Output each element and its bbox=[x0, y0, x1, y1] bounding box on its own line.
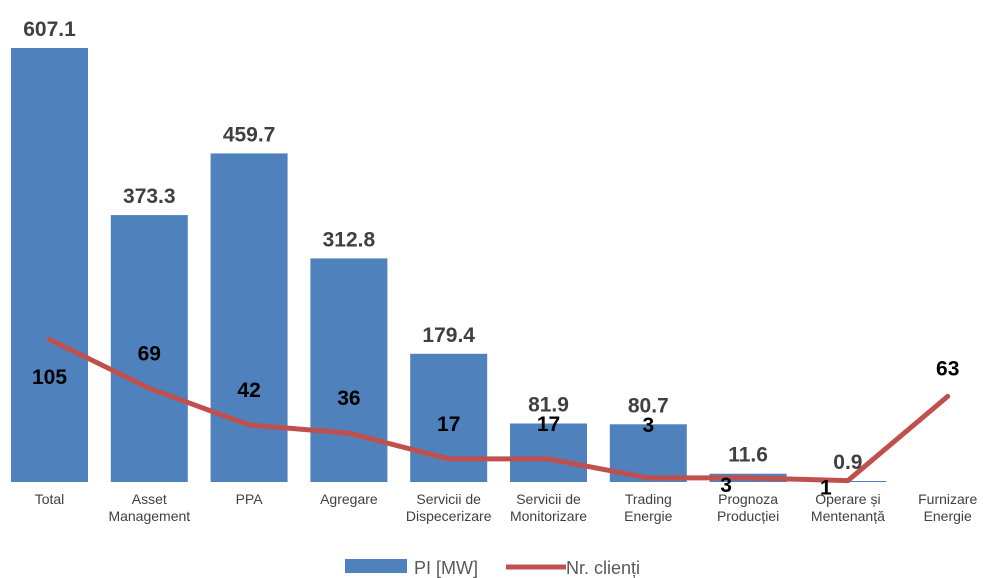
category-label: Prognoza Producției bbox=[717, 491, 779, 524]
category-label: Servicii de Dispecerizare bbox=[406, 491, 492, 524]
line-value-labels: 105 69 42 36 17 17 3 3 1 63 bbox=[32, 342, 959, 499]
category-labels: Total Asset Management PPA Agregare Servicii … bbox=[35, 491, 978, 524]
bar-value-label: 312.8 bbox=[323, 228, 376, 251]
bar-value-label: 81.9 bbox=[528, 394, 569, 417]
bar-value-label: 0.9 bbox=[833, 451, 862, 474]
line-path bbox=[47, 336, 951, 484]
bar-value-label: 607.1 bbox=[23, 18, 76, 41]
category-label: Servicii de Monitorizare bbox=[510, 491, 587, 524]
legend-swatch-bar bbox=[345, 559, 407, 573]
bar bbox=[510, 423, 587, 482]
line-value-label: 3 bbox=[642, 414, 654, 437]
legend-label-bar: PI [MW] bbox=[414, 558, 478, 578]
category-label: PPA bbox=[236, 491, 264, 507]
category-label: Trading Energie bbox=[624, 491, 672, 524]
bar bbox=[110, 215, 188, 482]
bar bbox=[11, 48, 88, 482]
line-value-label: 105 bbox=[32, 366, 67, 389]
category-label: Agregare bbox=[320, 491, 378, 507]
category-label: Furnizare Energie bbox=[918, 491, 977, 524]
bar-value-label: 373.3 bbox=[123, 185, 176, 208]
bar bbox=[210, 153, 288, 482]
line-series bbox=[47, 336, 951, 484]
category-label: Total bbox=[35, 491, 65, 507]
line-value-label: 1 bbox=[820, 477, 832, 500]
legend-label-line: Nr. clienți bbox=[566, 558, 640, 578]
line-value-label: 17 bbox=[437, 413, 460, 436]
line-value-label: 17 bbox=[537, 413, 560, 436]
bar-value-label: 459.7 bbox=[223, 123, 276, 146]
bar-value-label: 80.7 bbox=[628, 394, 669, 417]
category-label: Operare și Mentenanță bbox=[811, 491, 885, 524]
line-value-label: 3 bbox=[720, 474, 732, 497]
bar-value-label: 179.4 bbox=[422, 324, 475, 347]
line-value-label: 36 bbox=[337, 387, 360, 410]
line-value-label: 63 bbox=[936, 357, 959, 380]
legend: PI [MW] Nr. clienți bbox=[345, 558, 640, 578]
category-label: Asset Management bbox=[108, 491, 190, 524]
bar-value-labels: 607.1 373.3 459.7 312.8 179.4 81.9 80.7 11.6 0.9 bbox=[23, 18, 862, 474]
line-value-label: 42 bbox=[237, 379, 260, 402]
bar-value-label: 11.6 bbox=[728, 444, 768, 467]
bar bbox=[310, 258, 388, 482]
line-value-label: 69 bbox=[138, 342, 161, 365]
